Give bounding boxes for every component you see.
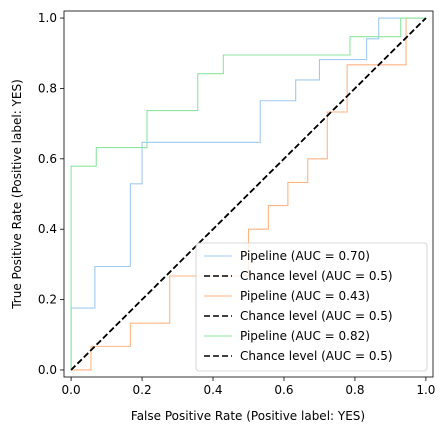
legend-label: Pipeline (AUC = 0.82) [240, 329, 370, 343]
x-tick-label: 0.0 [62, 383, 81, 397]
y-tick-label: 1.0 [38, 11, 57, 25]
legend-label: Chance level (AUC = 0.5) [240, 269, 393, 283]
legend: Pipeline (AUC = 0.70) Chance level (AUC =… [196, 243, 427, 371]
y-tick-label: 0.8 [38, 81, 57, 95]
x-tick-label: 0.8 [345, 383, 364, 397]
legend-label: Chance level (AUC = 0.5) [240, 309, 393, 323]
x-tick-label: 0.2 [133, 383, 152, 397]
legend-label: Pipeline (AUC = 0.70) [240, 249, 370, 263]
x-axis-label: False Positive Rate (Positive label: YES… [131, 409, 365, 423]
y-tick-label: 0.2 [38, 293, 57, 307]
legend-label: Pipeline (AUC = 0.43) [240, 289, 370, 303]
y-axis-ticks: 0.0 0.2 0.4 0.6 0.8 1.0 [38, 11, 64, 377]
legend-label: Chance level (AUC = 0.5) [240, 349, 393, 363]
y-tick-label: 0.6 [38, 152, 57, 166]
x-tick-label: 0.4 [203, 383, 222, 397]
x-axis-ticks: 0.0 0.2 0.4 0.6 0.8 1.0 [62, 377, 436, 397]
y-axis-label: True Positive Rate (Positive label: YES) [10, 79, 24, 310]
x-tick-label: 1.0 [416, 383, 435, 397]
y-tick-label: 0.4 [38, 222, 57, 236]
x-tick-label: 0.6 [274, 383, 293, 397]
y-tick-label: 0.0 [38, 363, 57, 377]
